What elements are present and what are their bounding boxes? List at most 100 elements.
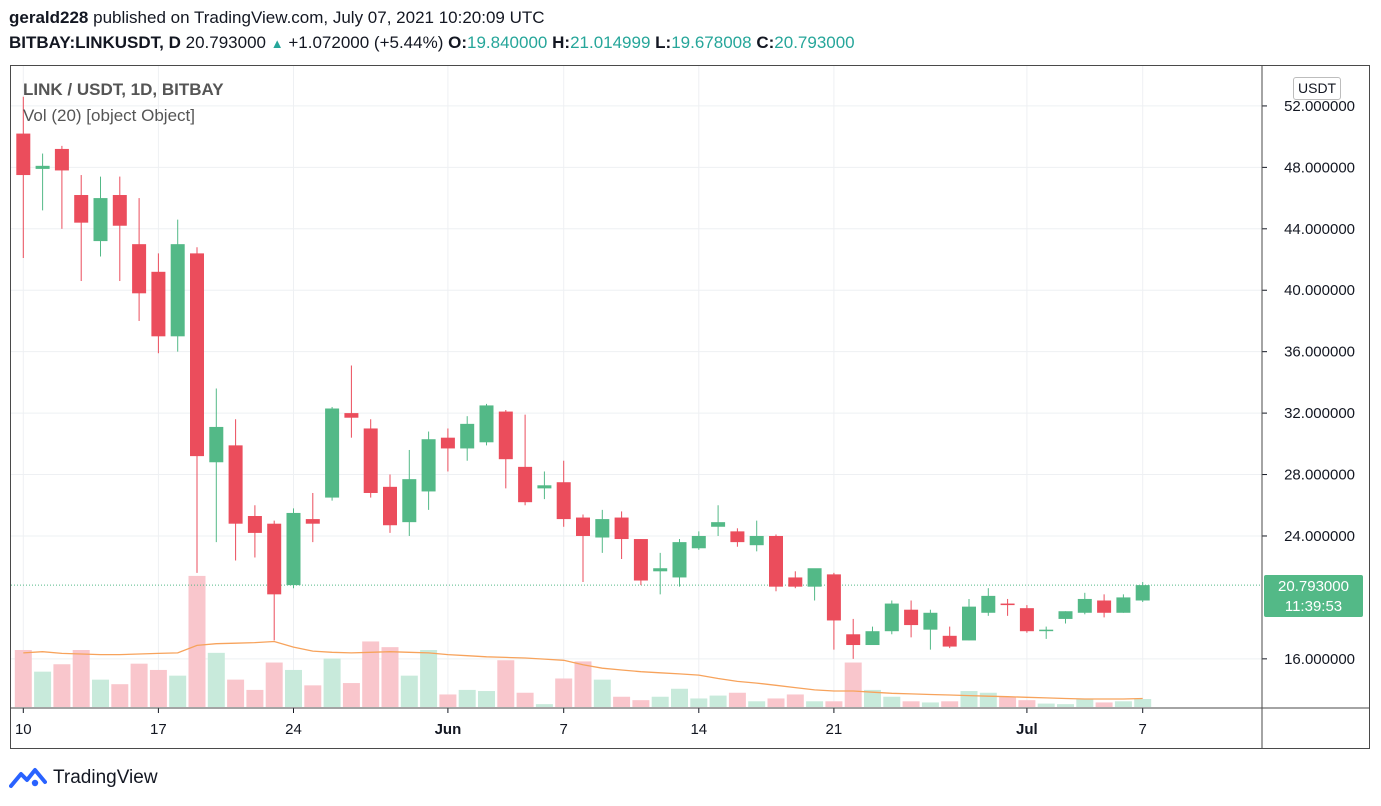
- volume-bar: [825, 701, 843, 707]
- volume-bar: [535, 704, 553, 707]
- volume-bar: [304, 685, 322, 707]
- volume-bar: [227, 679, 245, 707]
- candle-body: [421, 439, 436, 492]
- volume-bar: [1134, 699, 1152, 707]
- last-price-label: 20.793000: [1278, 578, 1349, 595]
- volume-bar: [169, 675, 187, 707]
- volume-bar: [999, 696, 1017, 707]
- brand-name: TradingView: [53, 767, 158, 788]
- candle-body: [305, 519, 320, 524]
- candle-body: [962, 606, 976, 641]
- volume-bar: [14, 650, 32, 707]
- volume-bar: [1076, 699, 1094, 707]
- candle-body: [904, 609, 919, 626]
- candle-body: [286, 512, 301, 586]
- volume-ma-line: [23, 640, 1143, 700]
- x-tick-label: Jun: [435, 721, 462, 738]
- candle-body: [209, 426, 224, 463]
- candle-body: [440, 437, 455, 449]
- volume-bar: [574, 661, 592, 707]
- footer-brand[interactable]: TradingView: [9, 766, 158, 790]
- volume-bar: [941, 701, 959, 707]
- published-text: published on TradingView.com, July 07, 2…: [93, 8, 545, 27]
- candle-body: [479, 405, 494, 443]
- volume-bar: [728, 692, 746, 707]
- volume-bar: [34, 671, 52, 707]
- candle-body: [35, 165, 50, 169]
- candle-body: [170, 244, 185, 337]
- candle-body: [1000, 603, 1015, 606]
- volume-bar: [72, 650, 90, 707]
- volume-bar: [439, 694, 457, 707]
- candle-body: [1039, 629, 1054, 632]
- ohlc-bar: BITBAY:LINKUSDT, D 20.793000 ▲ +1.072000…: [9, 33, 855, 53]
- volume-bar: [458, 689, 476, 707]
- candle-body: [93, 198, 108, 242]
- low-label: L:: [655, 33, 672, 52]
- volume-bar: [53, 664, 71, 707]
- volume-bar: [1018, 700, 1036, 707]
- candle-body: [711, 522, 726, 527]
- candle-body: [132, 244, 147, 294]
- symbol-name: BITBAY:LINKUSDT, D: [9, 33, 181, 52]
- volume-bar: [902, 701, 920, 707]
- candle-body: [826, 574, 841, 621]
- candle-body: [691, 535, 706, 549]
- close-value: 20.793000: [774, 33, 855, 52]
- bar-countdown: 11:39:53: [1284, 598, 1343, 615]
- candle-body: [247, 516, 262, 533]
- currency-unit-button[interactable]: USDT: [1293, 77, 1342, 100]
- y-tick-label: 16.000000: [1284, 651, 1355, 668]
- x-tick-label: 17: [150, 721, 167, 738]
- volume-bar: [690, 698, 708, 707]
- y-tick-label: 40.000000: [1284, 282, 1355, 299]
- candle-body: [16, 133, 31, 176]
- candle-body: [267, 523, 282, 595]
- publish-info: gerald228 published on TradingView.com, …: [9, 8, 545, 28]
- candle-body: [383, 486, 397, 526]
- volume-bar: [806, 701, 824, 707]
- y-tick-label: 36.000000: [1284, 344, 1355, 361]
- close-label: C:: [756, 33, 775, 52]
- candle-body: [807, 568, 822, 587]
- candle-body: [1135, 585, 1150, 601]
- volume-bar: [748, 701, 766, 707]
- volume-bar: [1037, 703, 1055, 707]
- volume-bar: [651, 696, 669, 707]
- candle-body: [633, 539, 648, 581]
- volume-bar: [130, 663, 148, 707]
- volume-bar: [864, 689, 881, 707]
- candle-body: [402, 479, 417, 523]
- open-label: O:: [448, 33, 467, 52]
- candle-body: [884, 603, 899, 632]
- candle-body: [576, 517, 590, 536]
- volume-bar: [1057, 704, 1074, 707]
- volume-bar: [593, 679, 611, 707]
- high-label: H:: [552, 33, 571, 52]
- volume-bar: [92, 679, 109, 707]
- volume-bar: [883, 696, 901, 707]
- up-arrow-icon: ▲: [270, 36, 284, 51]
- candle-body: [74, 195, 89, 223]
- author-name[interactable]: gerald228: [9, 8, 89, 27]
- candle-body: [788, 577, 803, 587]
- last-price: 20.793000: [185, 33, 267, 52]
- series-legend: LINK / USDT, 1D, BITBAY: [23, 80, 224, 99]
- x-tick-label: 14: [690, 721, 707, 738]
- volume-bar: [709, 695, 727, 707]
- candle-body: [363, 428, 378, 493]
- candle-body: [672, 542, 687, 578]
- volume-bar: [844, 662, 862, 707]
- volume-bar: [478, 691, 495, 707]
- x-tick-label: 24: [285, 721, 302, 738]
- candle-body: [595, 519, 610, 538]
- tradingview-logo-icon: [9, 768, 47, 788]
- candle-body: [653, 568, 668, 572]
- candle-body: [865, 631, 880, 646]
- volume-bar: [613, 696, 631, 707]
- volume-bar: [149, 669, 167, 707]
- volume-bar: [323, 658, 341, 707]
- volume-bar: [1114, 701, 1132, 707]
- volume-bar: [381, 647, 399, 707]
